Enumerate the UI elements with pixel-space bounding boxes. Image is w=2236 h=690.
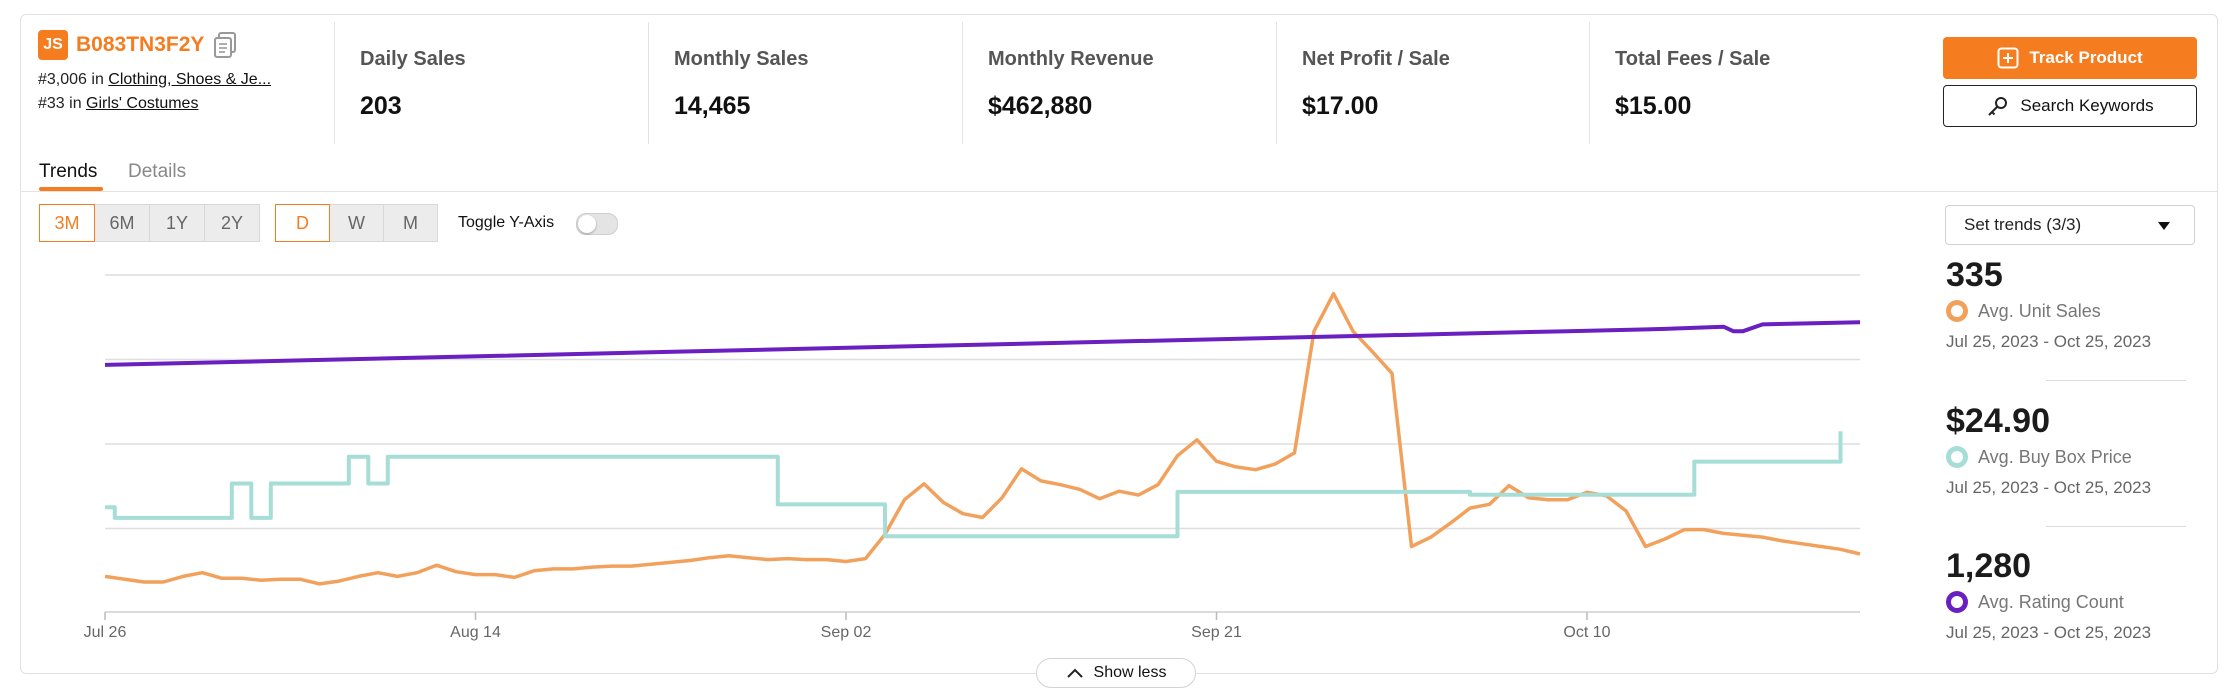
stat-monthly-revenue: Monthly Revenue $462,880 xyxy=(962,22,1277,144)
metric-buy-box-price: $24.90 Avg. Buy Box Price Jul 25, 2023 -… xyxy=(1946,402,2152,497)
product-asin[interactable]: B083TN3F2Y xyxy=(76,33,205,56)
subcategory-link[interactable]: Girls' Costumes xyxy=(86,95,199,112)
tab-trends[interactable]: Trends xyxy=(39,161,98,182)
key-icon xyxy=(1988,97,2008,116)
metric-divider xyxy=(2046,526,2186,527)
chart-series xyxy=(104,291,1861,586)
search-keywords-button[interactable]: Search Keywords xyxy=(1943,85,2197,127)
buy-box-price-line xyxy=(105,431,1843,539)
jungle-scout-logo: JS xyxy=(38,30,68,60)
unit-sales-line xyxy=(104,291,1861,586)
stat-total-fees: Total Fees / Sale $15.00 xyxy=(1589,22,1904,144)
set-trends-dropdown[interactable]: Set trends (3/3) xyxy=(1945,205,2195,245)
product-card xyxy=(20,14,2218,674)
metric-divider xyxy=(2046,380,2186,381)
category-link[interactable]: Clothing, Shoes & Je... xyxy=(108,71,272,88)
tab-details[interactable]: Details xyxy=(128,161,187,182)
rank-list: #3,006 in Clothing, Shoes & Je... #33 in… xyxy=(38,68,318,116)
time-range-group: 3M 6M 1Y 2Y xyxy=(39,204,260,242)
chevron-up-icon xyxy=(1066,668,1083,678)
product-info: JS B083TN3F2Y #3,006 in Clothing, Shoes … xyxy=(38,30,318,116)
stat-daily-sales: Daily Sales 203 xyxy=(334,22,649,144)
toggle-y-axis-switch[interactable] xyxy=(576,213,618,235)
x-tick-label: Jul 26 xyxy=(84,624,127,641)
x-tick-label: Sep 21 xyxy=(1191,624,1242,641)
show-less-button[interactable]: Show less xyxy=(1036,658,1196,688)
metric-unit-sales: 335 Avg. Unit Sales Jul 25, 2023 - Oct 2… xyxy=(1946,256,2152,351)
range-1y-button[interactable]: 1Y xyxy=(149,204,205,242)
rank-row: #33 in Girls' Costumes xyxy=(38,95,199,112)
eye-icon[interactable] xyxy=(1946,446,1968,468)
rank-row: #3,006 in Clothing, Shoes & Je... xyxy=(38,71,272,88)
stat-monthly-sales: Monthly Sales 14,465 xyxy=(648,22,963,144)
caret-down-icon xyxy=(2158,222,2170,230)
plus-square-icon xyxy=(1997,47,2019,69)
interval-day-button[interactable]: D xyxy=(275,204,330,242)
range-3m-button[interactable]: 3M xyxy=(39,204,95,242)
eye-icon[interactable] xyxy=(1946,591,1968,613)
copy-icon[interactable] xyxy=(212,31,238,59)
rating-count-line xyxy=(104,320,1861,367)
trends-chart: Jul 26 Aug 14 Sep 02 Sep 21 Oct 10 xyxy=(84,274,1861,641)
eye-icon[interactable] xyxy=(1946,300,1968,322)
track-product-button[interactable]: Track Product xyxy=(1943,37,2197,79)
range-2y-button[interactable]: 2Y xyxy=(204,204,260,242)
x-tick-label: Oct 10 xyxy=(1563,624,1610,641)
interval-group: D W M xyxy=(275,204,438,242)
x-tick-label: Aug 14 xyxy=(450,624,501,641)
toggle-y-axis-label: Toggle Y-Axis xyxy=(458,214,555,231)
x-tick-label: Sep 02 xyxy=(821,624,872,641)
tab-bar: Trends Details xyxy=(20,155,2218,192)
toggle-knob xyxy=(578,215,596,233)
metric-rating-count: 1,280 Avg. Rating Count Jul 25, 2023 - O… xyxy=(1946,547,2152,642)
stat-net-profit: Net Profit / Sale $17.00 xyxy=(1276,22,1591,144)
active-tab-indicator xyxy=(39,187,103,191)
chart-grid xyxy=(105,274,1860,613)
range-6m-button[interactable]: 6M xyxy=(94,204,150,242)
x-axis-ticks: Jul 26 Aug 14 Sep 02 Sep 21 Oct 10 xyxy=(84,612,1611,641)
interval-month-button[interactable]: M xyxy=(383,204,438,242)
